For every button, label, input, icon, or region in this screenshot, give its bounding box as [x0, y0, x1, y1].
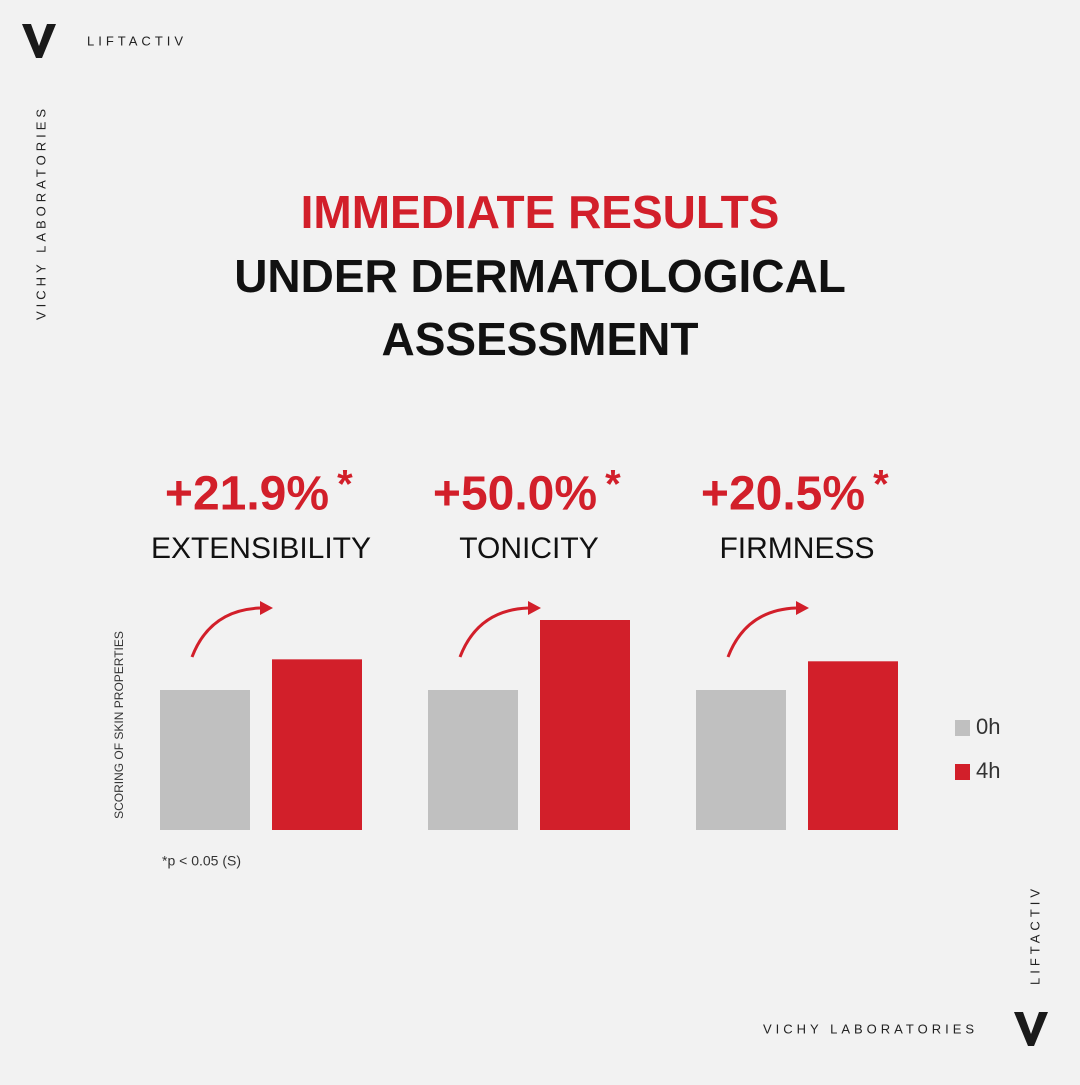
chart-subtitle: UNDER DERMATOLOGICAL [234, 250, 846, 302]
arrow [726, 606, 797, 658]
arrow [190, 606, 261, 658]
change-label: +20.5% [701, 468, 865, 521]
logo [22, 24, 56, 58]
legend-label: 0h [976, 714, 1000, 739]
footnote: *p < 0.05 (S) [162, 853, 241, 869]
significance-marker: * [605, 463, 621, 507]
bar [428, 690, 518, 830]
category-label: FIRMNESS [719, 532, 874, 565]
brand-company: VICHY LABORATORIES [763, 1021, 978, 1036]
brand-product: LIFTACTIV [1027, 885, 1042, 985]
logo [1014, 1012, 1048, 1046]
change-label: +50.0% [433, 468, 597, 521]
legend-swatch [955, 764, 970, 780]
bar [160, 690, 250, 830]
significance-marker: * [873, 463, 889, 507]
category-label: EXTENSIBILITY [151, 532, 371, 565]
significance-marker: * [337, 463, 353, 507]
change-label: +21.9% [165, 468, 329, 521]
chart-subtitle: ASSESSMENT [382, 313, 699, 365]
arrow [458, 606, 529, 658]
category-label: TONICITY [459, 532, 598, 565]
brand-company: VICHY LABORATORIES [33, 105, 48, 320]
bar [696, 690, 786, 830]
arrow-head [796, 601, 809, 615]
legend-label: 4h [976, 758, 1000, 783]
bar [540, 620, 630, 830]
arrow-head [260, 601, 273, 615]
bar [272, 659, 362, 830]
brand-product: LIFTACTIV [87, 33, 187, 48]
arrow-head [528, 601, 541, 615]
y-axis-label: SCORING OF SKIN PROPERTIES [112, 631, 126, 819]
bar [808, 661, 898, 830]
legend-swatch [955, 720, 970, 736]
chart-title: IMMEDIATE RESULTS [301, 186, 780, 238]
